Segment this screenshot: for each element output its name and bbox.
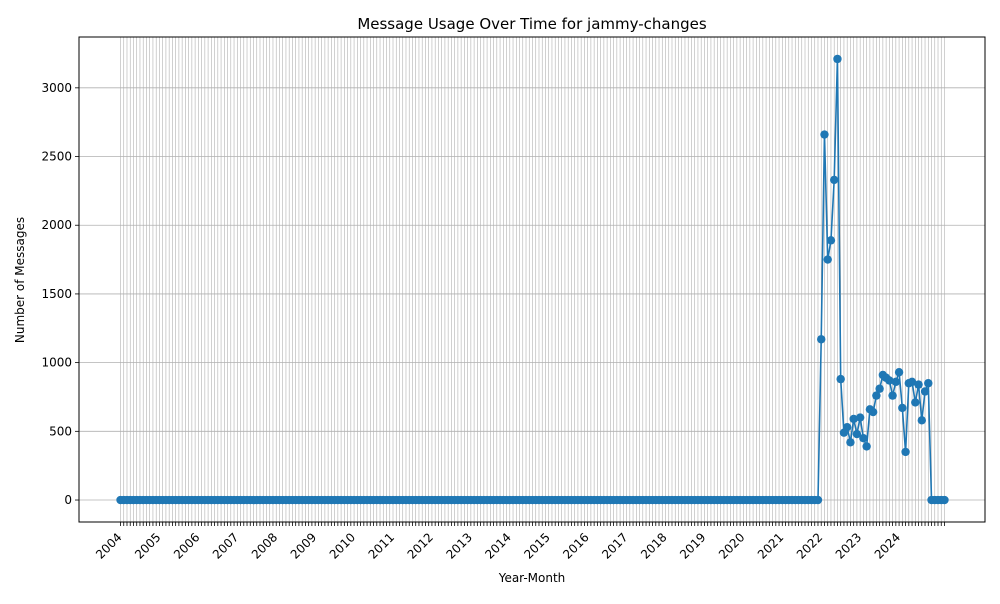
data-point (891, 377, 901, 387)
x-tick-label: 2011 (366, 530, 397, 561)
chart-title: Message Usage Over Time for jammy-change… (357, 15, 707, 33)
data-point (823, 255, 832, 264)
data-point (901, 447, 910, 457)
x-tick-label: 2019 (677, 530, 708, 561)
x-tick-label: 2008 (249, 530, 280, 561)
x-tick-label: 2005 (132, 530, 163, 561)
x-tick-label: 2012 (405, 530, 436, 561)
data-point (836, 374, 845, 384)
data-point (826, 236, 836, 245)
data-point (852, 429, 862, 439)
data-point (820, 130, 829, 139)
y-axis: 0 500 1000 1500 2000 2500 3000 (41, 81, 79, 507)
y-tick-label: 1000 (41, 356, 72, 370)
data-point (862, 442, 871, 451)
x-tick-label: 2014 (482, 530, 513, 561)
data-point (830, 175, 839, 185)
x-tick-label: 2016 (560, 530, 591, 561)
data-point (855, 413, 865, 422)
data-point (813, 495, 823, 505)
x-tick-label: 2009 (288, 530, 319, 561)
x-tick-label: 2020 (716, 530, 747, 561)
y-tick-label: 2500 (41, 150, 72, 164)
data-point (859, 433, 868, 443)
x-tick-label: 2006 (171, 530, 202, 561)
x-tick-label: 2024 (872, 530, 903, 561)
x-axis-label: Year-Month (498, 571, 566, 585)
data-point (920, 387, 930, 396)
y-tick-label: 1500 (41, 287, 72, 301)
y-tick-label: 2000 (41, 218, 72, 232)
data-point (894, 368, 904, 377)
x-tick-label: 2004 (93, 530, 124, 561)
data-point (888, 391, 897, 400)
y-tick-label: 0 (64, 493, 72, 507)
plot-area (78, 36, 986, 523)
x-tick-label: 2015 (521, 530, 552, 561)
data-point (846, 438, 855, 447)
x-tick-label: 2023 (833, 530, 864, 561)
data-point (842, 422, 852, 432)
data-point (898, 403, 907, 413)
x-tick-label: 2007 (210, 530, 241, 561)
data-point (917, 416, 926, 425)
x-tick-label: 2010 (327, 530, 358, 561)
y-gridlines (79, 87, 985, 501)
data-point (885, 376, 894, 385)
data-point (911, 398, 920, 407)
x-tick-label: 2017 (599, 530, 630, 561)
data-point (940, 495, 949, 505)
y-tick-label: 3000 (41, 81, 72, 95)
x-axis: 2004 2005 2006 2007 2008 2009 2010 2011 2012 2013… (93, 522, 945, 562)
data-point (875, 384, 884, 393)
data-point (872, 391, 881, 400)
data-point (849, 414, 858, 424)
data-point (907, 377, 917, 387)
x-tick-label: 2018 (638, 530, 669, 561)
series-markers (116, 54, 949, 505)
data-point (868, 407, 878, 417)
y-axis-label: Number of Messages (13, 217, 27, 343)
y-tick-label: 500 (49, 424, 72, 438)
data-point (817, 335, 826, 344)
x-tick-label: 2021 (755, 530, 786, 561)
data-point (833, 54, 842, 64)
x-tick-label: 2013 (443, 530, 474, 561)
data-point (914, 380, 923, 389)
x-gridlines (120, 37, 945, 522)
x-tick-label: 2022 (794, 530, 825, 561)
data-point (924, 379, 933, 388)
